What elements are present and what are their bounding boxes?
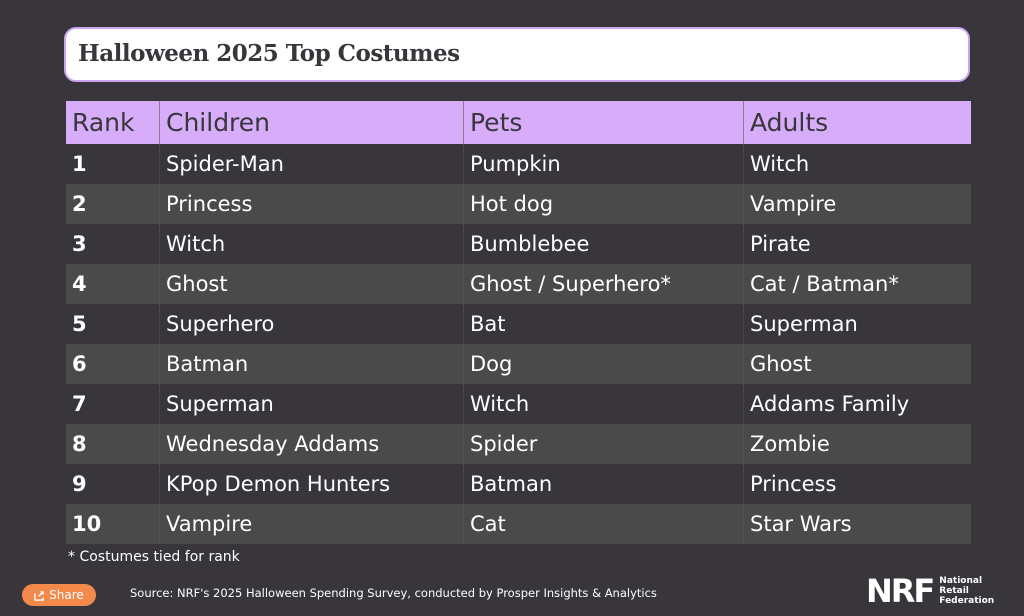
table-row: 5 Superhero Bat Superman — [66, 304, 971, 344]
header-pets: Pets — [463, 101, 744, 144]
children-cell: Superman — [159, 384, 464, 424]
source-text: Source: NRF's 2025 Halloween Spending Su… — [130, 586, 657, 600]
footnote: * Costumes tied for rank — [68, 549, 240, 565]
pets-cell: Witch — [463, 384, 744, 424]
header-rank: Rank — [66, 101, 160, 144]
page-title: Halloween 2025 Top Costumes — [78, 40, 460, 67]
adults-cell: Vampire — [743, 184, 971, 224]
adults-cell: Zombie — [743, 424, 971, 464]
adults-cell: Superman — [743, 304, 971, 344]
children-cell: Batman — [159, 344, 464, 384]
share-label: Share — [49, 588, 84, 602]
pets-cell: Batman — [463, 464, 744, 504]
pets-cell: Hot dog — [463, 184, 744, 224]
table-row: 10 Vampire Cat Star Wars — [66, 504, 971, 544]
table-row: 2 Princess Hot dog Vampire — [66, 184, 971, 224]
children-cell: Vampire — [159, 504, 464, 544]
table-row: 6 Batman Dog Ghost — [66, 344, 971, 384]
rank-cell: 3 — [66, 224, 160, 264]
pets-cell: Bat — [463, 304, 744, 344]
logo-mark: NRF — [866, 572, 935, 610]
children-cell: Princess — [159, 184, 464, 224]
rank-cell: 5 — [66, 304, 160, 344]
adults-cell: Princess — [743, 464, 971, 504]
rank-cell: 4 — [66, 264, 160, 304]
rank-cell: 9 — [66, 464, 160, 504]
adults-cell: Addams Family — [743, 384, 971, 424]
table-row: 7 Superman Witch Addams Family — [66, 384, 971, 424]
pets-cell: Cat — [463, 504, 744, 544]
pets-cell: Ghost / Superhero* — [463, 264, 744, 304]
table-row: 4 Ghost Ghost / Superhero* Cat / Batman* — [66, 264, 971, 304]
table-header-row: Rank Children Pets Adults — [66, 101, 971, 144]
logo-text: National Retail Federation — [939, 576, 995, 606]
children-cell: Witch — [159, 224, 464, 264]
rank-cell: 8 — [66, 424, 160, 464]
pets-cell: Pumpkin — [463, 144, 744, 184]
share-icon — [34, 590, 45, 601]
rank-cell: 6 — [66, 344, 160, 384]
pets-cell: Dog — [463, 344, 744, 384]
table-row: 8 Wednesday Addams Spider Zombie — [66, 424, 971, 464]
table-row: 1 Spider-Man Pumpkin Witch — [66, 144, 971, 184]
adults-cell: Pirate — [743, 224, 971, 264]
rank-cell: 7 — [66, 384, 160, 424]
children-cell: Spider-Man — [159, 144, 464, 184]
header-children: Children — [159, 101, 464, 144]
rank-cell: 2 — [66, 184, 160, 224]
adults-cell: Cat / Batman* — [743, 264, 971, 304]
rank-cell: 10 — [66, 504, 160, 544]
adults-cell: Witch — [743, 144, 971, 184]
children-cell: Ghost — [159, 264, 464, 304]
children-cell: KPop Demon Hunters — [159, 464, 464, 504]
children-cell: Wednesday Addams — [159, 424, 464, 464]
nrf-logo: NRF National Retail Federation — [866, 575, 994, 607]
table-row: 3 Witch Bumblebee Pirate — [66, 224, 971, 264]
table-row: 9 KPop Demon Hunters Batman Princess — [66, 464, 971, 504]
children-cell: Superhero — [159, 304, 464, 344]
costumes-table: Rank Children Pets Adults 1 Spider-Man Pum… — [66, 101, 971, 544]
adults-cell: Ghost — [743, 344, 971, 384]
pets-cell: Bumblebee — [463, 224, 744, 264]
title-box: Halloween 2025 Top Costumes — [64, 27, 970, 82]
share-button[interactable]: Share — [22, 584, 96, 606]
adults-cell: Star Wars — [743, 504, 971, 544]
pets-cell: Spider — [463, 424, 744, 464]
header-adults: Adults — [743, 101, 971, 144]
rank-cell: 1 — [66, 144, 160, 184]
